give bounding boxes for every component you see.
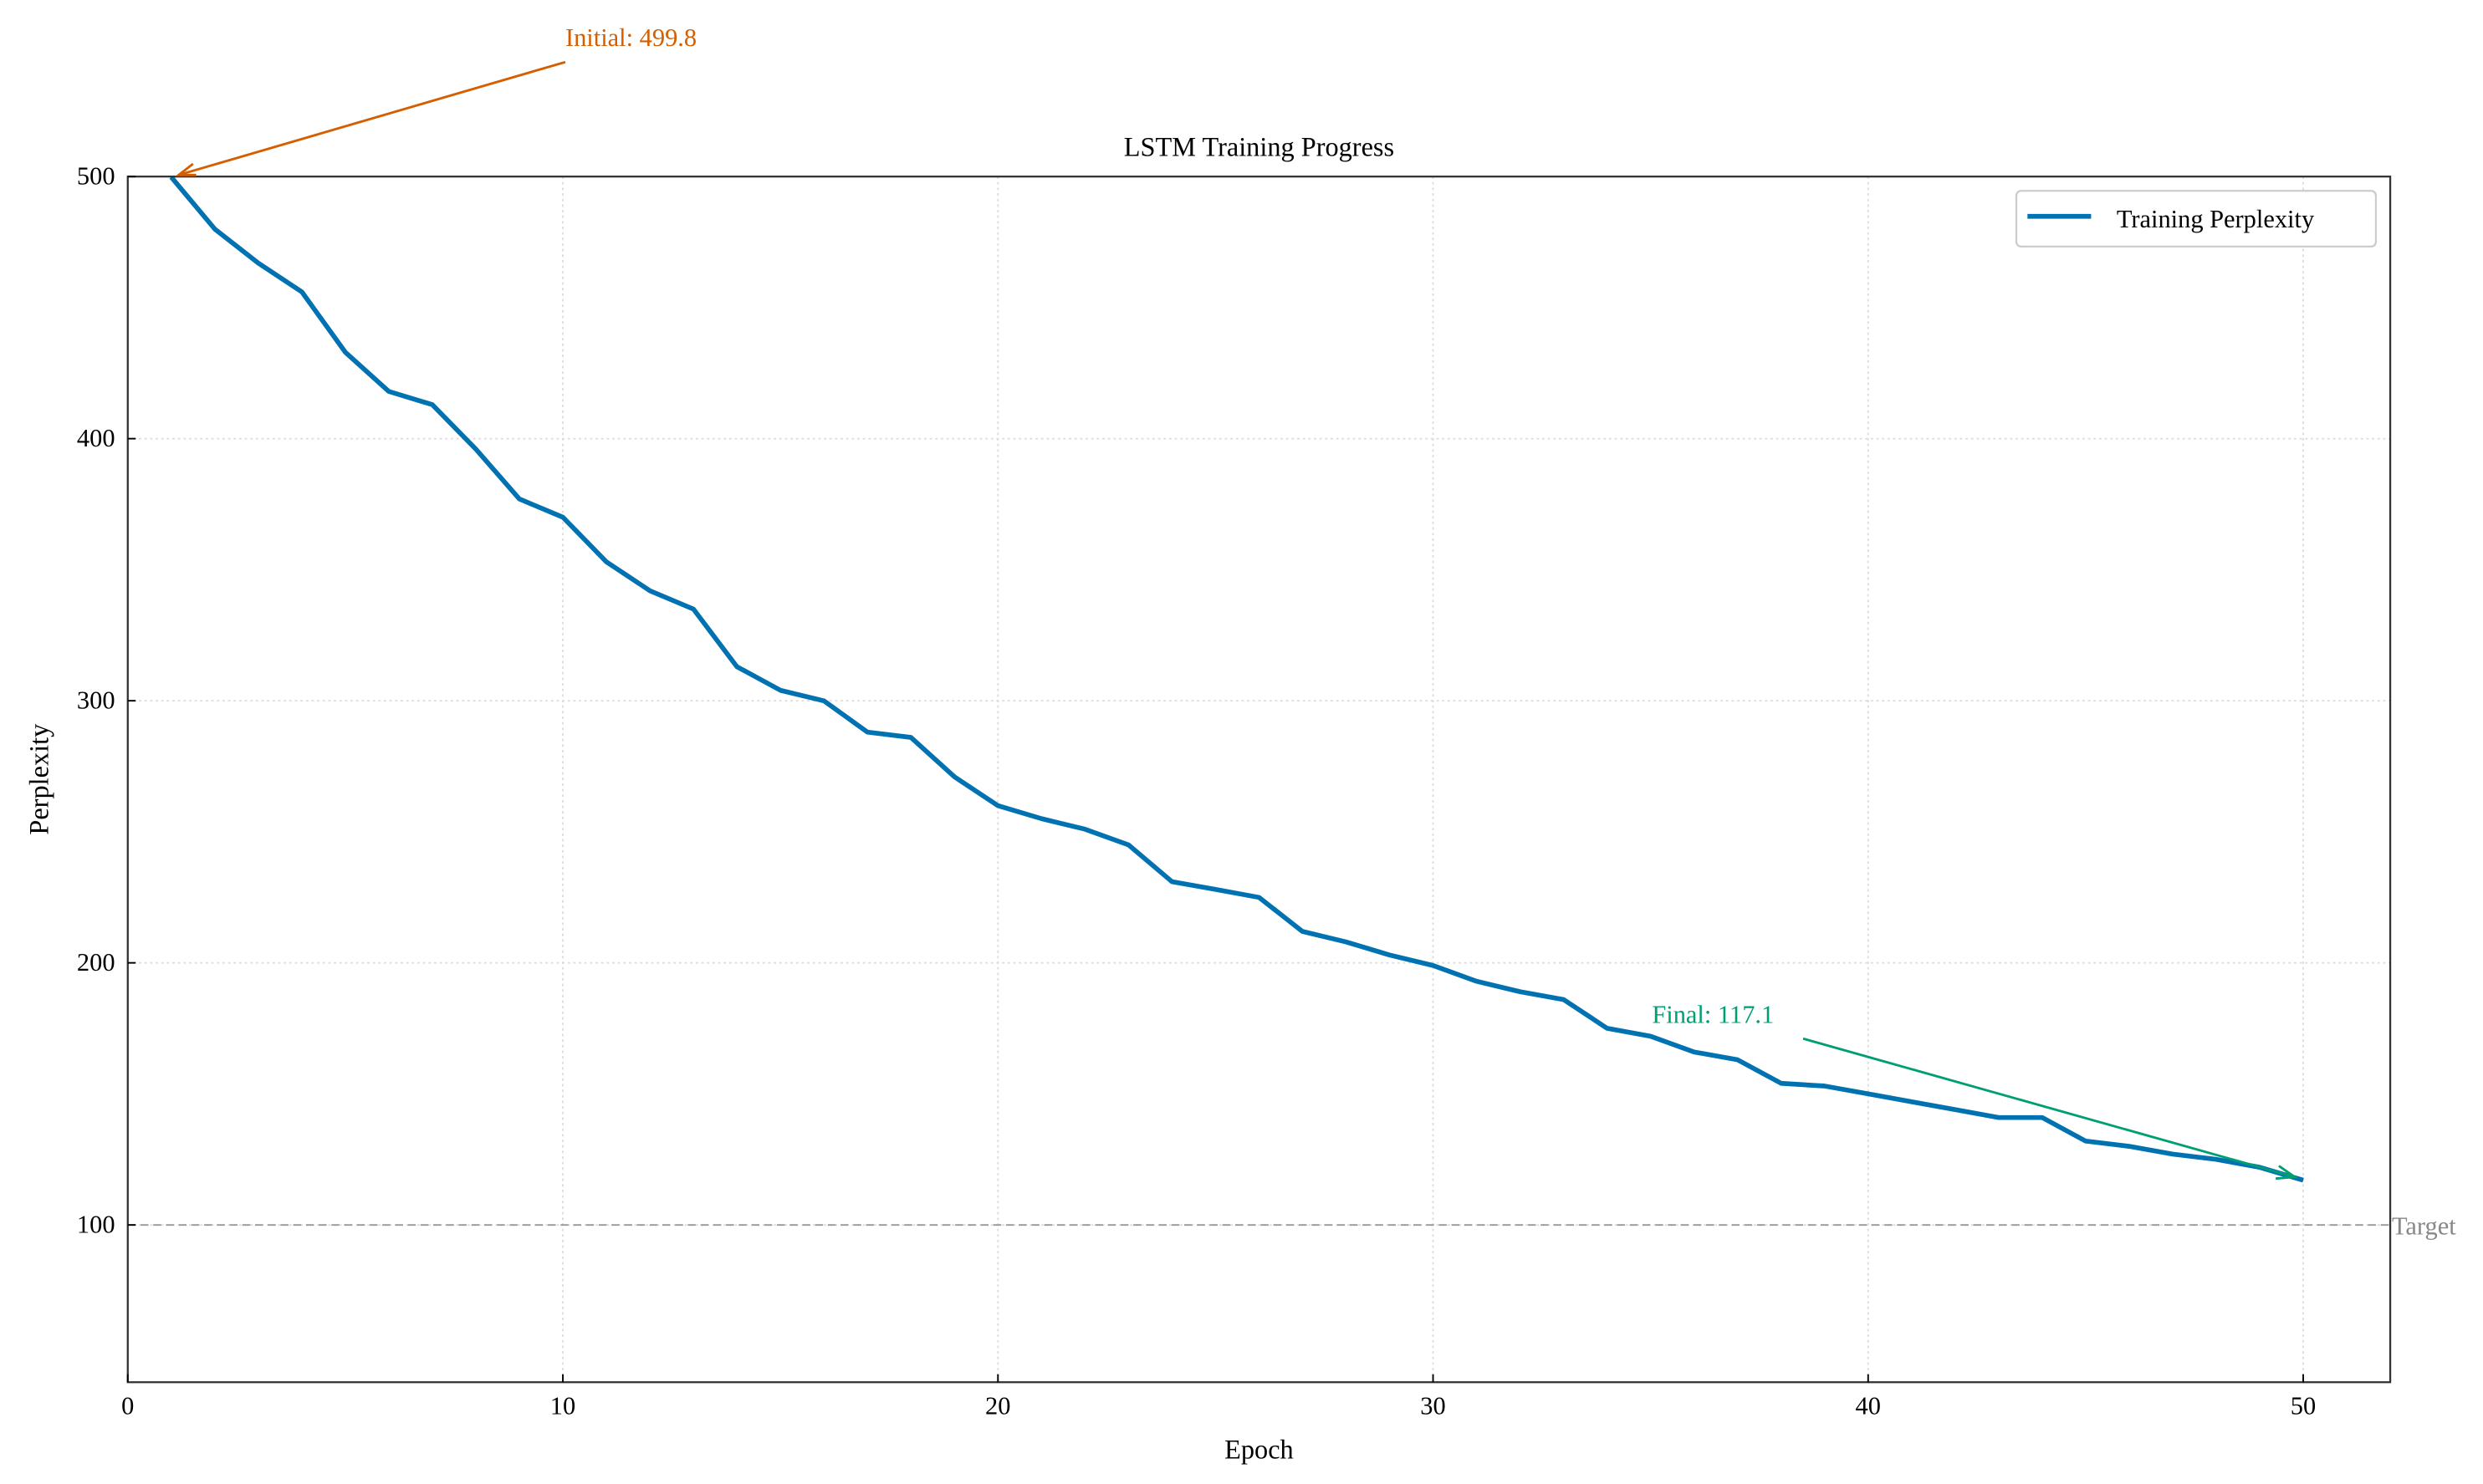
plot-frame: [126, 176, 2392, 1384]
annotation-initial-arrowhead: [175, 162, 197, 176]
y-tick-label: 400: [77, 424, 115, 452]
legend: Training Perplexity: [2015, 190, 2378, 248]
legend-label: Training Perplexity: [2117, 205, 2315, 233]
annotation-final-arrowhead: [2275, 1165, 2298, 1181]
annotation-final: Final: 117.1: [1652, 1000, 2298, 1181]
annotation-initial-arrow: [178, 60, 566, 176]
x-tick-label: 0: [121, 1391, 134, 1420]
x-tick-label: 50: [2291, 1391, 2316, 1420]
ticks: 0 10 20 30 40 50 100 200 300 400 500: [77, 162, 2316, 1420]
annotation-final-arrow: [1802, 1037, 2296, 1179]
annotation-final-text: Final: 117.1: [1652, 1000, 1774, 1028]
annotation-initial-text: Initial: 499.8: [565, 23, 697, 52]
grid: [127, 176, 2391, 1383]
y-tick-label: 300: [77, 686, 115, 715]
chart-title: LSTM Training Progress: [1124, 131, 1394, 161]
y-tick-label: 500: [77, 162, 115, 191]
y-tick-label: 200: [77, 948, 115, 977]
y-axis-label: Perplexity: [24, 723, 54, 835]
y-tick-label: 100: [77, 1211, 115, 1239]
x-axis-label: Epoch: [1224, 1435, 1294, 1465]
annotation-initial: Initial: 499.8: [175, 23, 697, 176]
x-tick-label: 30: [1420, 1391, 1445, 1420]
x-tick-label: 10: [550, 1391, 575, 1420]
x-tick-label: 20: [985, 1391, 1010, 1420]
x-tick-label: 40: [1856, 1391, 1881, 1420]
target-label: Target: [2392, 1212, 2456, 1241]
series-line-training-perplexity: [169, 175, 2304, 1183]
legend-box: [2015, 190, 2378, 248]
